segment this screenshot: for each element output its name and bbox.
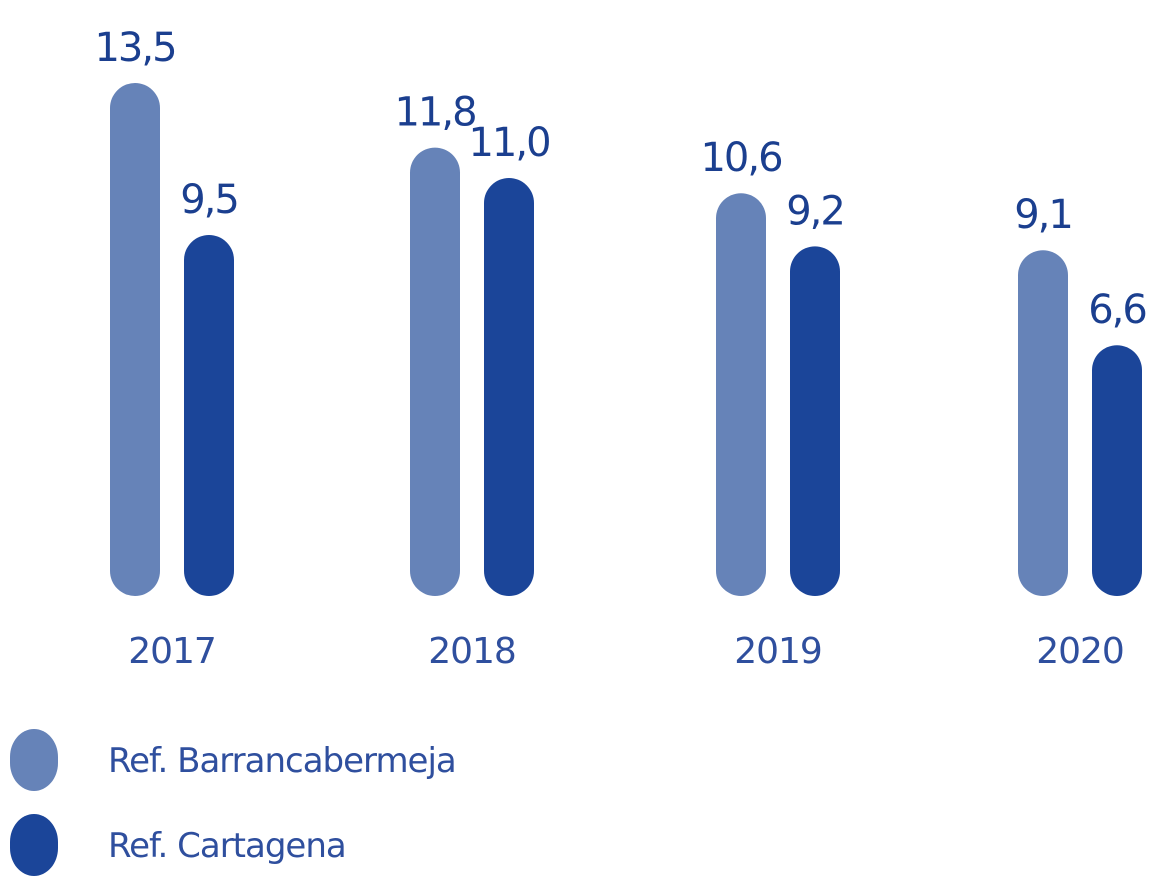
- bar-2018-cartagena: [484, 178, 534, 596]
- value-label-2020-barrancabermeja: 9,1: [1014, 192, 1072, 238]
- value-label-2018-cartagena: 11,0: [468, 120, 549, 166]
- value-label-2019-cartagena: 9,2: [786, 188, 844, 234]
- value-label-2019-barrancabermeja: 10,6: [700, 135, 781, 181]
- value-label-2017-barrancabermeja: 13,5: [94, 25, 175, 71]
- value-labels-group: 13,5 9,5 11,811,0 10,69,2 9,1 6,6: [94, 25, 1147, 333]
- value-label-2018-barrancabermeja: 11,8: [394, 90, 475, 136]
- legend-label-barrancabermeja: Ref. Barrancabermeja: [108, 741, 456, 781]
- x-axis-labels: 2017 2018 2019 2020: [128, 631, 1125, 672]
- x-tick-label-2020: 2020: [1036, 631, 1124, 672]
- legend-swatch-barrancabermeja: [10, 729, 58, 791]
- value-label-2017-cartagena: 9,5: [180, 177, 238, 223]
- bar-2017-cartagena: [184, 235, 234, 596]
- x-tick-label-2019: 2019: [734, 631, 822, 672]
- bar-2017-barrancabermeja: [110, 83, 160, 596]
- bars-group: [110, 83, 1142, 596]
- x-tick-label-2018: 2018: [428, 631, 516, 672]
- legend: Ref. Barrancabermeja Ref. Cartagena: [10, 729, 457, 876]
- bar-2020-cartagena: [1092, 345, 1142, 596]
- bar-2020-barrancabermeja: [1018, 250, 1068, 596]
- legend-swatch-cartagena: [10, 814, 58, 876]
- legend-label-cartagena: Ref. Cartagena: [108, 826, 346, 866]
- bar-2018-barrancabermeja: [410, 147, 460, 596]
- value-label-2020-cartagena: 6,6: [1088, 287, 1146, 333]
- bar-2019-cartagena: [790, 246, 840, 596]
- x-tick-label-2017: 2017: [128, 631, 216, 672]
- bar-2019-barrancabermeja: [716, 193, 766, 596]
